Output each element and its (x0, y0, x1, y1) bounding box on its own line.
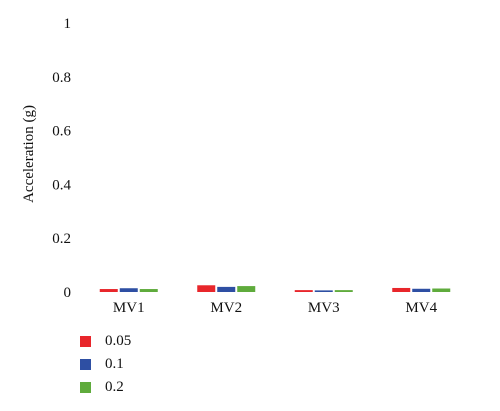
bar-mv2-series-2 (217, 286, 236, 292)
legend-item: 0.2 (80, 376, 131, 399)
y-axis-title: Acceleration (g) (21, 105, 37, 203)
legend-swatch (80, 359, 91, 370)
legend: 0.05 0.1 0.2 (80, 330, 131, 399)
chart-area: 0 0.2 0.4 0.6 0.8 1 MV1 MV2 MV3 MV4 Acceleration… (21, 16, 451, 316)
bar-mv3-series-1 (294, 290, 313, 292)
bar-mv4-series-1 (392, 287, 411, 292)
x-tick-label: MV2 (210, 300, 242, 316)
legend-swatch (80, 382, 91, 393)
bar-mv4-series-3 (432, 288, 451, 292)
legend-label: 0.1 (105, 356, 124, 372)
bars-group (99, 285, 451, 292)
y-tick-label: 0 (64, 285, 72, 301)
bar-mv3-series-3 (334, 290, 353, 292)
bar-mv2-series-3 (237, 286, 256, 292)
y-tick-label: 1 (64, 16, 72, 32)
x-tick-label: MV3 (308, 300, 340, 316)
legend-item: 0.05 (80, 330, 131, 353)
legend-label: 0.2 (105, 379, 124, 395)
legend-item: 0.1 (80, 353, 131, 376)
x-tick-label: MV1 (113, 300, 145, 316)
bar-mv1-series-2 (119, 288, 138, 292)
bar-mv4-series-2 (412, 288, 431, 292)
x-axis-ticks: MV1 MV2 MV3 MV4 (113, 300, 438, 316)
bar-mv3-series-2 (314, 290, 333, 292)
x-tick-label: MV4 (405, 300, 437, 316)
bar-mv2-series-1 (197, 285, 216, 292)
y-tick-label: 0.2 (52, 231, 71, 247)
y-tick-label: 0.8 (52, 70, 71, 86)
legend-swatch (80, 336, 91, 347)
y-axis-ticks: 0 0.2 0.4 0.6 0.8 1 (52, 16, 71, 301)
bar-mv1-series-3 (139, 289, 158, 292)
bar-mv1-series-1 (99, 289, 118, 292)
y-tick-label: 0.4 (52, 177, 71, 193)
y-tick-label: 0.6 (52, 124, 71, 140)
legend-label: 0.05 (105, 333, 132, 349)
